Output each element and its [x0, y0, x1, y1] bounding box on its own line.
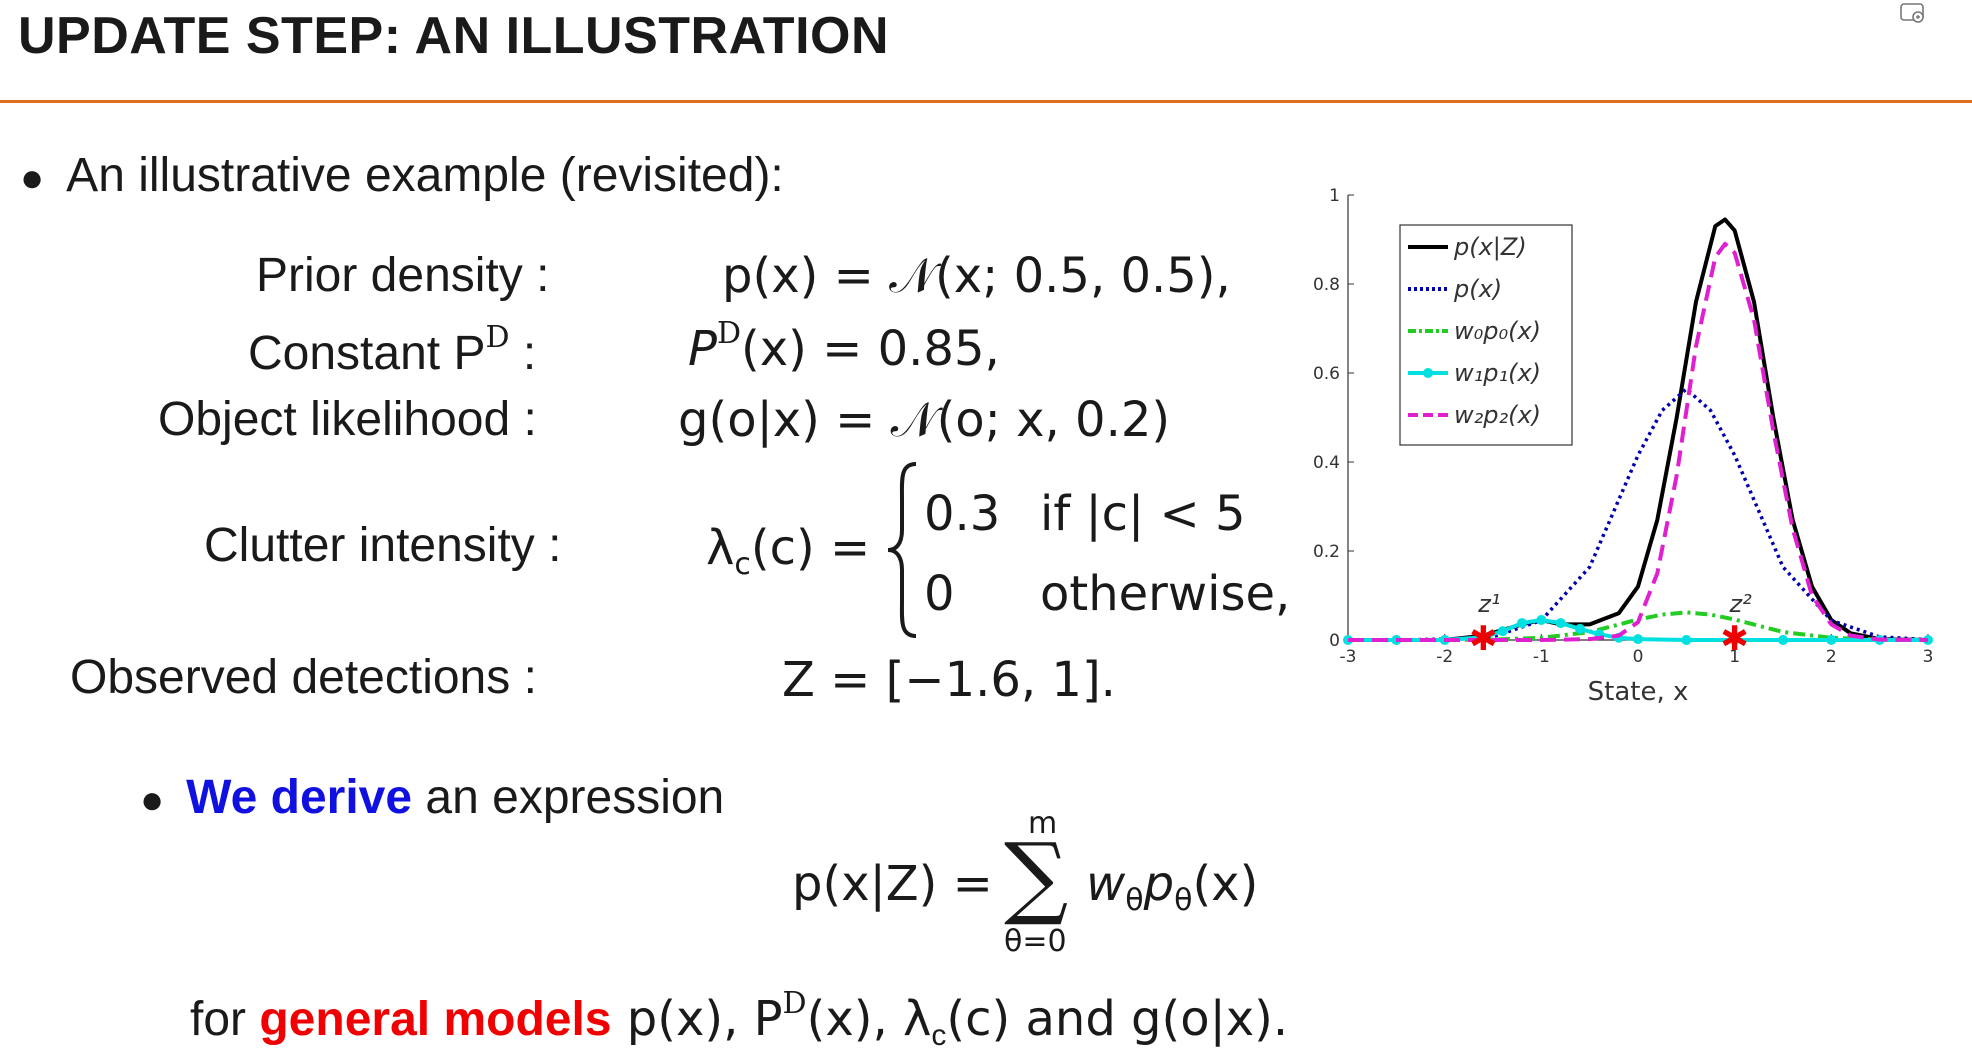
- series-marker: [1555, 618, 1566, 629]
- footer-lambda: (x), λ: [806, 991, 932, 1047]
- legend-box: [1399, 224, 1573, 446]
- series-line-3: [1348, 618, 1928, 642]
- eq-case2-value: 0: [924, 566, 955, 622]
- detection-annotation: z²: [1729, 590, 1753, 618]
- bullet-dot: ●: [140, 777, 165, 822]
- legend-label: w₁p₁(x): [1454, 359, 1541, 387]
- eq-detections: Z = [−1.6, 1].: [782, 652, 1116, 708]
- eq-detection-prob: PD(x) = 0.85,: [688, 316, 1000, 377]
- y-tick-label: 0.4: [1313, 453, 1340, 473]
- eq-sum-theta2: θ: [1174, 883, 1193, 918]
- detection-annotation: z¹: [1477, 590, 1500, 618]
- series-marker: [1778, 635, 1788, 645]
- series-line-4: [1348, 241, 1929, 642]
- footer-prefix: for: [190, 993, 260, 1046]
- eq-sum-lower: θ=0: [1004, 924, 1067, 959]
- eq-case2-condition: otherwise,: [1040, 566, 1291, 622]
- series-marker: [1729, 635, 1740, 645]
- eq-clutter-lambda: λ: [706, 520, 735, 576]
- legend-label: w₀p₀(x): [1454, 317, 1541, 345]
- footer-lambda-sub: c: [931, 1019, 947, 1052]
- detection-marker: ✱: [1469, 619, 1498, 659]
- bullet-item-example: ● An illustrative example (revisited):: [20, 148, 784, 203]
- eq-clutter-sub: c: [734, 547, 751, 582]
- highlight-we-derive: We derive: [186, 771, 413, 824]
- bullet-dot: ●: [20, 155, 45, 200]
- series-marker: [1826, 635, 1837, 645]
- y-tick-label: 0.2: [1313, 542, 1340, 562]
- eq-sum-x: (x): [1192, 856, 1259, 912]
- eq-sum-lhs: p(x|Z) =: [792, 856, 993, 912]
- highlight-general-models: general models: [259, 993, 612, 1046]
- legend-label: w₂p₂(x): [1454, 401, 1541, 429]
- x-tick-label: 3: [1923, 647, 1934, 667]
- x-axis-label: State, x: [1588, 677, 1689, 707]
- eq-pd-sup: D: [716, 316, 742, 351]
- series-marker: [1536, 614, 1547, 625]
- presentation-mode-icon[interactable]: [1898, 2, 1926, 24]
- series-marker: [1681, 635, 1692, 645]
- series-marker: [1575, 623, 1585, 634]
- eq-case1-condition: if |c| < 5: [1040, 486, 1246, 542]
- eq-clutter-rest: (c) =: [750, 520, 871, 576]
- eq-sum-rhs: wθpθ(x): [1086, 856, 1258, 918]
- eq-sum-upper: m: [1028, 806, 1058, 841]
- label-constant-pd-text: Constant P: [248, 327, 486, 380]
- eq-sum-p: p: [1143, 856, 1175, 912]
- x-tick-label: 1: [1729, 647, 1740, 667]
- footer-p-x: p(x), P: [611, 991, 783, 1047]
- y-tick-label: 0.8: [1313, 275, 1340, 295]
- x-tick-label: -3: [1340, 647, 1357, 667]
- footer-g: (c) and g(o|x).: [946, 991, 1289, 1047]
- bullet-text: an expression: [412, 771, 725, 824]
- y-tick-label: 0: [1329, 631, 1340, 651]
- eq-case1-value: 0.3: [924, 486, 1001, 542]
- x-tick-label: 0: [1633, 647, 1644, 667]
- series-marker: [1517, 618, 1527, 629]
- label-constant-pd-sup: D: [485, 320, 510, 355]
- series-marker: [1633, 634, 1643, 645]
- label-constant-pd-colon: :: [522, 327, 537, 380]
- legend-label: p(x|Z): [1453, 233, 1527, 261]
- detection-marker: ✱: [1720, 619, 1749, 659]
- slide-title: UPDATE STEP: AN ILLUSTRATION: [18, 7, 890, 65]
- eq-sum-theta1: θ: [1125, 883, 1144, 918]
- label-object-likelihood: Object likelihood :: [158, 393, 537, 446]
- y-tick-label: 1: [1329, 186, 1340, 206]
- eq-clutter-lhs: λc(c) =: [706, 520, 870, 582]
- x-tick-label: 2: [1826, 647, 1837, 667]
- label-clutter-intensity: Clutter intensity :: [204, 519, 562, 572]
- eq-pd-text: (x) = 0.85,: [741, 321, 1000, 377]
- piecewise-brace: [887, 462, 917, 638]
- bullet-item-derive: ● We derive an expression: [140, 770, 724, 825]
- x-tick-label: -1: [1533, 647, 1550, 667]
- eq-sum-w: w: [1086, 856, 1126, 912]
- summation-symbol: ∑: [1004, 824, 1069, 929]
- legend-label: p(x): [1453, 275, 1502, 303]
- series-marker: [1497, 626, 1508, 637]
- label-constant-pd: Constant PD :: [248, 320, 536, 381]
- title-divider: [0, 100, 1972, 103]
- footer-pd-sup: D: [782, 986, 807, 1021]
- x-tick-label: -2: [1436, 647, 1453, 667]
- label-prior-density: Prior density :: [256, 249, 550, 302]
- legend-marker: [1423, 368, 1433, 378]
- eq-prior-density: p(x) = 𝒩(x; 0.5, 0.5),: [722, 248, 1231, 304]
- footer-line: for general models p(x), PD(x), λc(c) an…: [190, 986, 1288, 1053]
- y-tick-label: 0.6: [1313, 364, 1340, 384]
- eq-likelihood: g(o|x) = 𝒩(o; x, 0.2): [678, 392, 1171, 448]
- label-observed-detections: Observed detections :: [70, 651, 537, 704]
- bullet-text: An illustrative example (revisited):: [66, 149, 784, 202]
